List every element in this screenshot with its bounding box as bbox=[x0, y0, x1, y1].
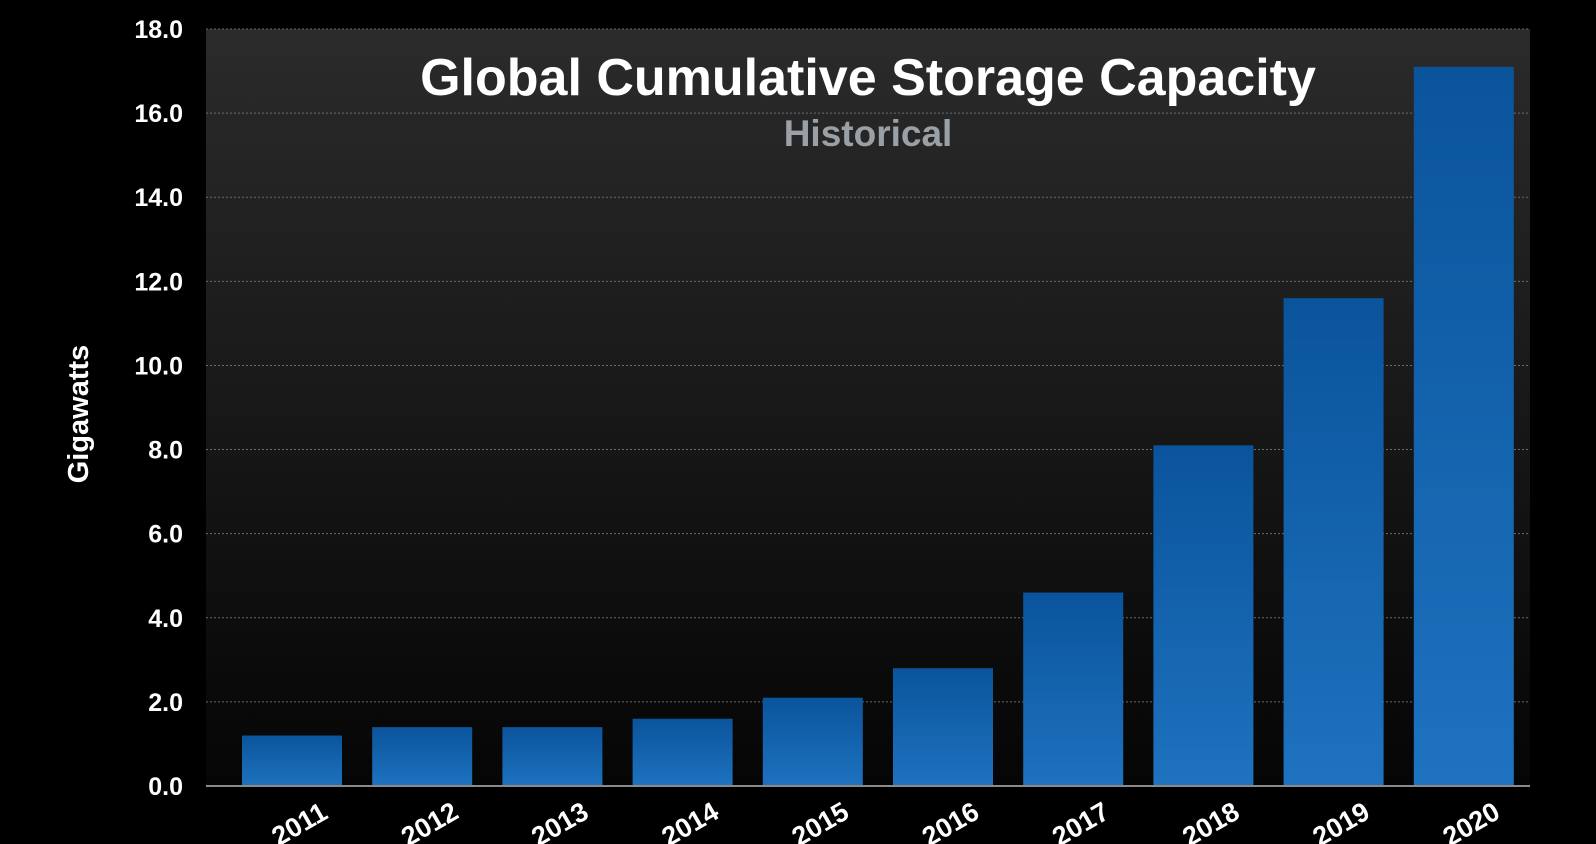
y-tick-labels: 0.0 2.0 4.0 6.0 8.0 10.0 12.0 14.0 16.0 18.0 bbox=[134, 16, 183, 801]
x-tick-label-2012: 2012 bbox=[396, 796, 463, 844]
chart-title: Global Cumulative Storage Capacity bbox=[420, 49, 1316, 107]
bar-2013 bbox=[502, 727, 603, 786]
y-tick-label: 14.0 bbox=[134, 184, 183, 212]
x-tick-label-2016: 2016 bbox=[917, 796, 984, 844]
x-tick-label-2011: 2011 bbox=[267, 797, 333, 844]
x-tick-label-2015: 2015 bbox=[787, 796, 854, 844]
bar-2012 bbox=[372, 727, 473, 786]
bars bbox=[242, 66, 1514, 787]
x-tick-label-2018: 2018 bbox=[1177, 796, 1244, 844]
x-tick-label-2017: 2017 bbox=[1047, 796, 1114, 844]
y-tick-label: 16.0 bbox=[134, 100, 183, 128]
y-tick-label: 8.0 bbox=[148, 437, 183, 465]
x-tick-label-2013: 2013 bbox=[526, 796, 593, 844]
bar-2015 bbox=[762, 697, 863, 786]
bar-2016 bbox=[893, 668, 993, 786]
y-tick-label: 0.0 bbox=[148, 773, 183, 801]
gridlines bbox=[206, 28, 1530, 703]
bar-2019 bbox=[1283, 298, 1384, 786]
y-tick-label: 6.0 bbox=[148, 521, 183, 549]
x-tick-label-2019: 2019 bbox=[1308, 796, 1375, 844]
x-tick-label-2020: 2020 bbox=[1438, 796, 1505, 844]
chart-subtitle: Historical bbox=[784, 113, 953, 154]
y-tick-label: 18.0 bbox=[134, 16, 183, 44]
x-tick-label-2014: 2014 bbox=[657, 796, 724, 844]
y-tick-label: 12.0 bbox=[134, 268, 183, 296]
bar-2017 bbox=[1023, 592, 1124, 786]
y-axis-title: Gigawatts bbox=[63, 345, 95, 484]
x-tick-labels: 2011 2012 2013 2014 2015 2016 2017 2018 2019 2020 bbox=[267, 796, 1505, 844]
bar-2018 bbox=[1153, 445, 1254, 786]
bar-2011 bbox=[242, 735, 342, 786]
y-tick-label: 2.0 bbox=[148, 689, 183, 717]
y-tick-label: 4.0 bbox=[148, 605, 183, 633]
bar-2020 bbox=[1413, 66, 1514, 787]
y-tick-label: 10.0 bbox=[134, 352, 183, 380]
bar-2014 bbox=[632, 718, 733, 786]
